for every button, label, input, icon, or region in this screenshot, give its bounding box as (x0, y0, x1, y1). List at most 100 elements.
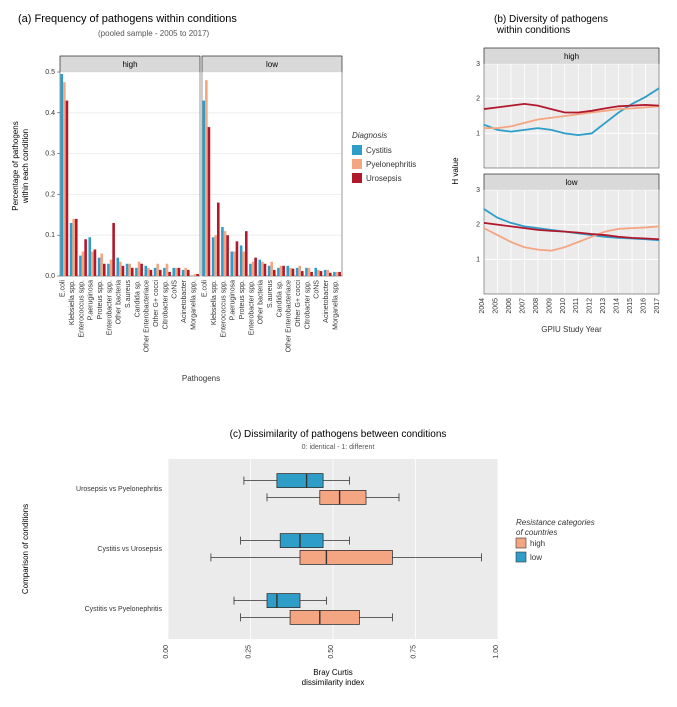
panel-b-svg: (b) Diversity of pathogens within condit… (444, 8, 674, 408)
xtick-label: S.aureus (125, 280, 132, 309)
figure-container: (a) Frequency of pathogens within condit… (8, 8, 669, 699)
bar (91, 252, 94, 276)
xtick-label: 0.75 (411, 645, 418, 659)
xtick-label: 2011 (573, 298, 580, 313)
bar (98, 258, 101, 276)
bar (338, 272, 341, 276)
legend-label: Pyelonephritis (366, 160, 416, 169)
bar (126, 264, 129, 276)
panel-a-ylabel: Percentage of pathogenswithin each condi… (11, 121, 30, 210)
ytick-label: Urosepsis vs Pyelonephritis (76, 486, 162, 493)
bar (308, 268, 311, 276)
bar (166, 264, 169, 276)
bar (249, 264, 252, 276)
bar (280, 266, 283, 276)
panel-c-svg: (c) Dissimilarity of pathogens between c… (8, 419, 668, 694)
ytick-label: 1 (476, 256, 480, 263)
bar (150, 270, 153, 276)
xtick-label: Acinetobacter (181, 279, 188, 322)
xtick-label: 2014 (614, 298, 621, 314)
panel-c: (c) Dissimilarity of pathogens between c… (8, 419, 668, 699)
legend-title: Resistance categoriesof countries (516, 518, 595, 537)
bar (135, 268, 138, 276)
panel-a-title: (a) Frequency of pathogens within condit… (18, 13, 237, 25)
ytick-label: 2 (476, 96, 480, 103)
bar (116, 258, 119, 276)
bar (70, 223, 73, 276)
panel-b-xlabel: GPIU Study Year (541, 325, 602, 334)
bar (122, 266, 125, 276)
facet-label: high (564, 52, 579, 61)
bar (119, 262, 122, 276)
legend-label: low (530, 553, 542, 562)
xtick-label: Enterobacter spp. (106, 280, 113, 335)
bar (296, 268, 299, 276)
xtick-label: Citrobacter spp. (304, 280, 311, 329)
bar (144, 266, 147, 276)
bar (282, 266, 285, 276)
bar (326, 270, 329, 276)
bar (205, 80, 208, 276)
xtick-label: Enterococcus spp. (220, 280, 227, 338)
bar (329, 273, 332, 276)
bar (172, 268, 175, 276)
bar (88, 237, 91, 276)
bar (128, 264, 131, 276)
panel-b: (b) Diversity of pathogens within condit… (444, 8, 674, 413)
bar (336, 272, 339, 276)
xtick-label: 0.50 (328, 645, 335, 659)
bar (163, 268, 166, 276)
panel-bg (60, 72, 200, 276)
xtick-label: Other bacteria (116, 280, 123, 324)
bar (75, 219, 78, 276)
xtick-label: 0.00 (163, 645, 170, 659)
bar (292, 269, 295, 276)
bar (245, 231, 248, 276)
xtick-label: Proteus spp. (97, 280, 104, 319)
xtick-label: 2006 (506, 298, 513, 314)
bar (286, 266, 289, 276)
bar (217, 203, 220, 276)
panel-a-svg: (a) Frequency of pathogens within condit… (8, 8, 438, 408)
xtick-label: Citrobacter spp. (162, 280, 169, 329)
facet-label: low (565, 178, 577, 187)
box (300, 550, 392, 564)
xtick-label: Candida sp. (134, 280, 141, 317)
box (267, 594, 300, 608)
xtick-label: Klebsiella spp. (69, 280, 76, 325)
bar (317, 270, 320, 276)
bar (221, 227, 224, 276)
bar (254, 258, 257, 276)
legend-title: Diagnosis (352, 131, 387, 140)
xtick-label: Candida sp. (276, 280, 283, 317)
ytick-label: Cystitis vs Urosepsis (97, 546, 162, 553)
panel-b-title: (b) Diversity of pathogens within condit… (494, 14, 608, 36)
bar (202, 101, 205, 276)
bar (233, 252, 236, 276)
bar (131, 268, 134, 276)
bar (110, 260, 113, 276)
xtick-label: 2012 (587, 298, 594, 314)
panel-c-xlabel: Bray Curtisdissimilarity index (302, 668, 365, 687)
xtick-label: Enterobacter spp. (248, 280, 255, 335)
xtick-label: Proteus spp. (239, 280, 246, 319)
xtick-label: CoNS (172, 280, 179, 299)
bar (60, 74, 63, 276)
bar (84, 239, 87, 276)
legend-swatch (516, 538, 526, 548)
bar (103, 264, 106, 276)
xtick-label: E.coli (60, 280, 67, 298)
ytick-label: 0.3 (45, 151, 55, 158)
legend-swatch (352, 159, 362, 169)
ytick-label: 2 (476, 222, 480, 229)
xtick-label: 1.00 (493, 645, 500, 659)
legend-label: Urosepsis (366, 174, 402, 183)
bar (298, 266, 301, 276)
xtick-label: Klebsiella spp. (211, 280, 218, 325)
xtick-label: CoNS (314, 280, 321, 299)
ytick-label: 0.5 (45, 69, 55, 76)
bar (112, 223, 115, 276)
xtick-label: 2010 (560, 298, 567, 314)
box (290, 610, 359, 624)
xtick-label: P.aeruginosa (230, 280, 237, 320)
